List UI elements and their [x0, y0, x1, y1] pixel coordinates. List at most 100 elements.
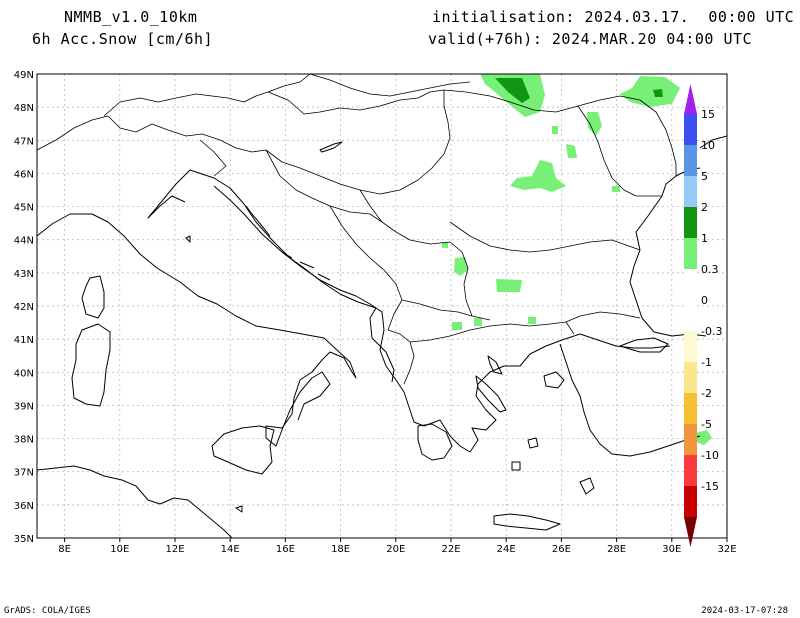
lon-tick-label: 16E	[276, 544, 295, 555]
lat-tick-label: 38N	[14, 435, 34, 446]
grads-credit: GrADS: COLA/IGES	[4, 606, 91, 616]
colorbar-swatch	[684, 238, 697, 269]
lat-tick-label: 43N	[14, 269, 34, 280]
coast-italy	[37, 213, 357, 447]
colorbar: 15 10 5 2 1 0.3 0 -0.3 -1 -2 -5 -10 -15	[684, 84, 722, 547]
map-frame	[36, 73, 728, 539]
longitude-labels: 8E 10E 12E 14E 16E 18E 20E 22E 24E 26E 28E 30E 32E	[58, 544, 736, 555]
coast-chalkidiki	[487, 355, 503, 375]
coast-peloponnese	[417, 423, 453, 461]
colorbar-swatch	[684, 269, 697, 331]
lon-tick-label: 32E	[717, 544, 736, 555]
lat-tick-label: 42N	[14, 302, 34, 313]
border-czech-slovakia	[267, 89, 445, 115]
coast-crete	[493, 513, 561, 531]
lat-tick-label: 35N	[14, 534, 34, 545]
snow-area-moldova-north	[587, 112, 602, 136]
lat-tick-label: 47N	[14, 136, 34, 147]
latitude-labels: 35N 36N 37N 38N 39N 40N 41N 42N 43N 44N 45N 46N 47N 4…	[14, 70, 34, 545]
border-albania	[387, 329, 415, 385]
snow-area-turkey	[695, 430, 712, 445]
lon-tick-label: 8E	[58, 544, 71, 555]
coast-euboea	[475, 375, 507, 413]
colorbar-label: 2	[701, 201, 708, 214]
coast-malta	[235, 505, 243, 513]
border-poland-slovakia	[309, 74, 471, 97]
coast-dalmatian-isles	[245, 205, 331, 281]
snow-area-ukraine-east-core	[653, 89, 663, 97]
border-kosovo-macedonia	[401, 299, 491, 321]
lon-tick-label: 26E	[552, 544, 571, 555]
lat-tick-label: 36N	[14, 501, 34, 512]
lat-tick-label: 48N	[14, 103, 34, 114]
snow-area-bulgaria-south	[474, 318, 482, 326]
lat-tick-label: 41N	[14, 335, 34, 346]
colorbar-label: 10	[701, 139, 715, 152]
coast-italy-heel	[369, 307, 395, 383]
valid-time: valid(+76h): 2024.MAR.20 04:00 UTC	[428, 30, 753, 48]
border-bulgaria-turkey	[565, 311, 641, 323]
lon-tick-label: 22E	[441, 544, 460, 555]
coast-marmara	[619, 337, 669, 353]
lat-tick-label: 39N	[14, 401, 34, 412]
snow-area-ukraine-small-1	[552, 126, 558, 134]
snow-area-ukraine-small-2	[612, 186, 620, 192]
coast-crimea-edge	[699, 135, 727, 149]
lon-tick-label: 14E	[221, 544, 240, 555]
border-germany-austria	[103, 74, 311, 117]
colorbar-top-arrow	[684, 84, 697, 114]
colorbar-label: 15	[701, 108, 715, 121]
coast-aegean-isle-2	[511, 461, 521, 471]
render-timestamp: 2024-03-17-07:28	[701, 606, 788, 616]
snow-area-macedonia	[452, 322, 462, 330]
snow-area-serbia-small	[442, 242, 448, 248]
coast-balkans	[213, 185, 671, 453]
lat-tick-label: 37N	[14, 468, 34, 479]
model-title: NMMB_v1.0_10km	[64, 8, 198, 26]
snow-area-ukraine-east	[620, 76, 680, 107]
border-serbia	[359, 189, 473, 317]
init-time: initialisation: 2024.03.17. 00:00 UTC	[432, 8, 795, 26]
snow-areas	[442, 74, 712, 445]
coast-aegean-isle-1	[527, 437, 539, 449]
lon-tick-label: 28E	[607, 544, 626, 555]
colorbar-swatch	[684, 486, 697, 517]
lon-tick-label: 24E	[497, 544, 516, 555]
lat-tick-label: 44N	[14, 236, 34, 247]
colorbar-swatch	[684, 455, 697, 486]
snow-area-romania-central	[510, 160, 566, 192]
border-moldova	[577, 105, 662, 197]
colorbar-label: 5	[701, 170, 708, 183]
colorbar-label: -2	[701, 387, 712, 400]
lon-tick-label: 20E	[386, 544, 405, 555]
border-croatia-bosnia	[265, 149, 383, 223]
snow-area-romania-east	[566, 144, 577, 158]
graticule	[37, 74, 728, 542]
coast-north-africa	[37, 465, 233, 538]
colorbar-swatch	[684, 331, 697, 362]
lon-tick-label: 30E	[662, 544, 681, 555]
border-bosnia-montenegro	[329, 205, 403, 331]
colorbar-swatch	[684, 145, 697, 176]
coast-italy-adriatic	[147, 169, 377, 309]
colorbar-label: -10	[701, 449, 719, 462]
colorbar-swatch	[684, 424, 697, 455]
border-alps	[37, 115, 267, 153]
snow-area-ukraine-west-core	[495, 78, 530, 103]
lat-tick-label: 40N	[14, 368, 34, 379]
snow-area-serbia	[454, 257, 468, 276]
lat-tick-label: 46N	[14, 169, 34, 180]
colorbar-swatch	[684, 393, 697, 424]
lon-tick-label: 10E	[110, 544, 129, 555]
coast-turkey-aegean	[559, 343, 701, 457]
border-greece-north	[409, 321, 575, 343]
colorbar-swatch	[684, 176, 697, 207]
colorbar-swatch	[684, 362, 697, 393]
colorbar-label: -0.3	[701, 325, 722, 338]
colorbar-swatch	[684, 114, 697, 145]
coast-sicily	[211, 425, 275, 475]
lat-tick-label: 45N	[14, 203, 34, 214]
country-borders	[37, 74, 677, 385]
colorbar-label: -1	[701, 356, 712, 369]
